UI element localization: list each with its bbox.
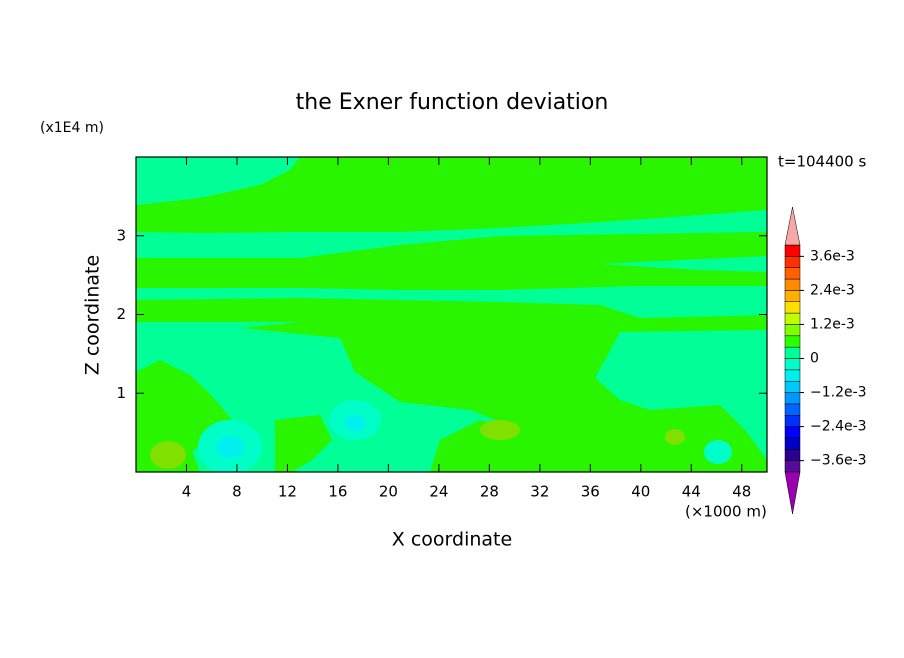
colorbar-tick-label: 0 (810, 351, 819, 367)
colorbar-box (784, 324, 801, 337)
colorbar-box (784, 358, 801, 371)
x-tick-label: 32 (530, 483, 549, 501)
colorbar-box (784, 369, 801, 382)
y-unit: (x1E4 m) (40, 120, 104, 136)
time-label: t=104400 s (778, 153, 866, 171)
colorbar-box (784, 426, 801, 439)
x-tick-label: 8 (232, 483, 242, 501)
y-tick-label: 1 (116, 384, 126, 402)
x-tick-label: 20 (379, 483, 398, 501)
colorbar-box (784, 415, 801, 427)
colorbar-box (784, 312, 801, 325)
colorbar-tick-label: −2.4e-3 (810, 419, 867, 435)
x-tick-label: 16 (328, 483, 347, 501)
colorbar-tick-label: 3.6e-3 (810, 248, 855, 264)
colorbar-box (784, 301, 801, 314)
x-tick-label: 4 (182, 483, 192, 501)
x-tick-label: 48 (732, 483, 751, 501)
y-axis-label: Z coordinate (82, 255, 104, 375)
colorbar-box (784, 403, 801, 416)
x-tick-label: 36 (581, 483, 600, 501)
colorbar-box (784, 437, 801, 450)
colorbar-tick-label: 2.4e-3 (810, 282, 855, 298)
colorbar-box (784, 380, 801, 393)
y-tick-label: 2 (116, 305, 126, 323)
colorbar-box (784, 290, 801, 302)
x-unit: (×1000 m) (685, 503, 767, 521)
x-tick-label: 40 (631, 483, 650, 501)
colorbar-box (784, 449, 801, 461)
colorbar-box (784, 278, 801, 291)
colorbar-tick-label: −3.6e-3 (810, 453, 867, 469)
colorbar-box (784, 335, 801, 348)
colorbar-tick-label: 1.2e-3 (810, 316, 855, 332)
colorbar-box (784, 460, 801, 473)
colorbar-box (784, 392, 801, 405)
x-tick-label: 24 (429, 483, 448, 501)
colorbar-box (784, 244, 801, 257)
colorbar-box (784, 267, 801, 280)
chart-title: the Exner function deviation (296, 90, 609, 115)
x-tick-label: 12 (278, 483, 297, 501)
colorbar-over (784, 206, 801, 246)
colorbar-box (784, 346, 801, 359)
colorbar-tick-label: −1.2e-3 (810, 385, 867, 401)
x-tick-label: 28 (480, 483, 499, 501)
colorbar-box (784, 256, 801, 268)
contour-field (136, 157, 767, 472)
x-axis-label: X coordinate (392, 529, 512, 551)
colorbar-under (784, 471, 801, 515)
x-tick-label: 44 (682, 483, 701, 501)
y-tick-label: 3 (116, 226, 126, 244)
